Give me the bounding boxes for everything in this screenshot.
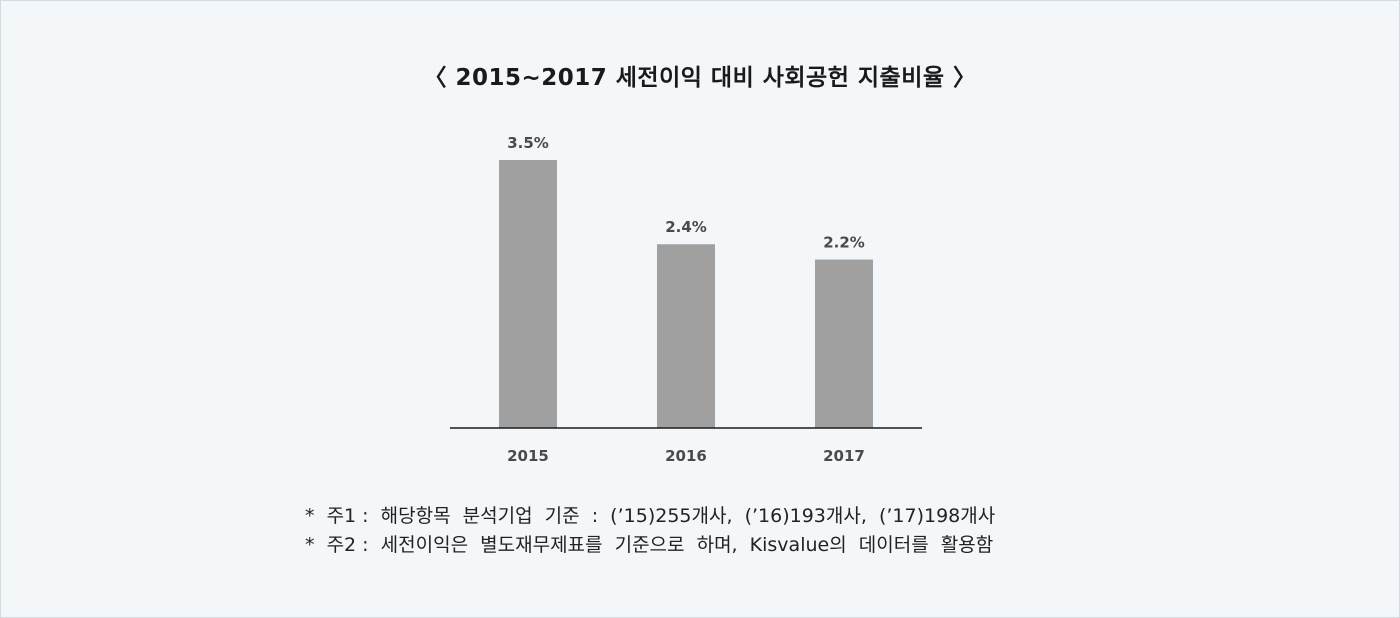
bar-2017 — [815, 259, 873, 428]
data-label-2015: 3.5% — [507, 134, 549, 152]
bar-2016 — [657, 244, 715, 428]
data-label-2017: 2.2% — [823, 234, 865, 252]
footnote-1: * 주1 : 해당항목 분석기업 기준 : (’15)255개사, (’16)1… — [305, 505, 996, 527]
x-tick-label-2016: 2016 — [665, 447, 707, 465]
data-label-2016: 2.4% — [665, 218, 707, 236]
chart-title: 〈 2015~2017 세전이익 대비 사회공헌 지출비율 〉 — [423, 65, 977, 91]
x-tick-label-2015: 2015 — [507, 447, 549, 465]
footnotes: * 주1 : 해당항목 분석기업 기준 : (’15)255개사, (’16)1… — [305, 502, 995, 560]
footnote-2: * 주2 : 세전이익은 별도재무제표를 기준으로 하며, Kisvalue의 … — [305, 534, 994, 556]
bar-2015 — [499, 160, 557, 428]
x-tick-label-2017: 2017 — [823, 447, 865, 465]
